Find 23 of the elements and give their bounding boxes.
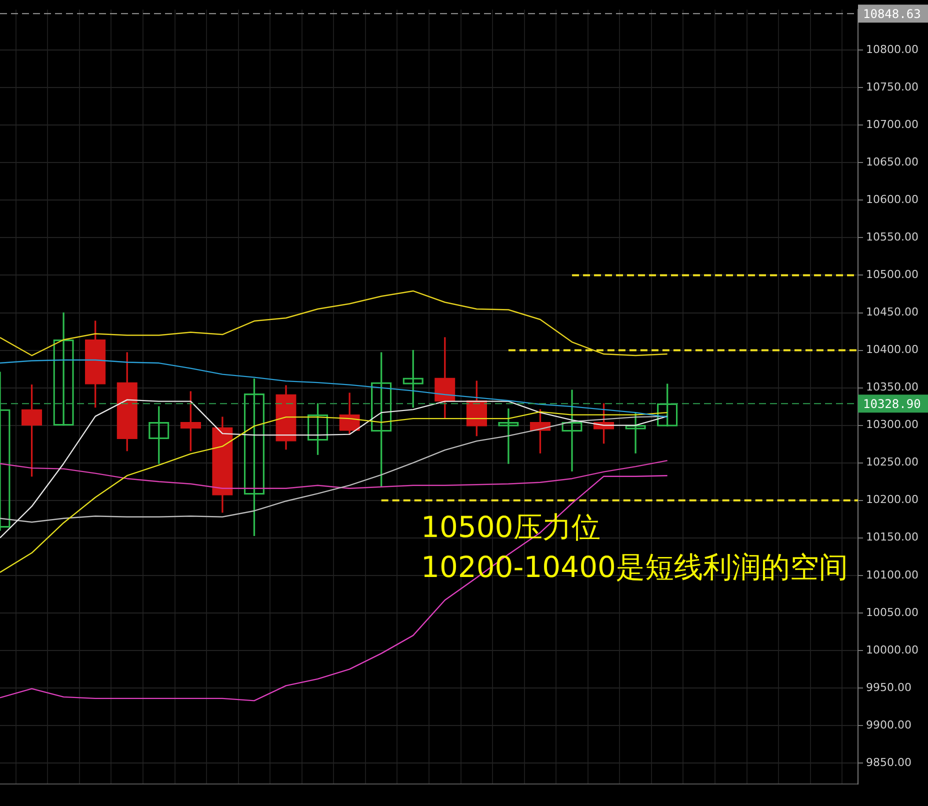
y-tick-label: 10200.00 (866, 493, 918, 506)
y-tick-label: 10050.00 (866, 606, 918, 619)
y-tick-label: 10600.00 (866, 193, 918, 206)
y-tick-label: 10350.00 (866, 380, 918, 394)
y-tick-label: 10550.00 (866, 230, 918, 244)
y-tick-label: 10450.00 (866, 306, 918, 319)
y-tick-label: 10150.00 (866, 530, 918, 544)
y-tick-label: 10800.00 (866, 42, 918, 56)
y-tick-label: 10300.00 (866, 418, 918, 432)
y-tick-label: 10100.00 (866, 568, 918, 582)
y-tick-label: 10650.00 (866, 156, 918, 169)
y-tick-label: 10500.00 (866, 268, 918, 282)
y-tick-label: 10250.00 (866, 456, 918, 469)
y-tick-label: 10400.00 (866, 343, 918, 356)
y-tick-label: 10700.00 (866, 118, 918, 132)
y-tick-label: 9850.00 (866, 756, 912, 769)
y-tick-label: 9950.00 (866, 680, 912, 694)
y-tick-label: 10750.00 (866, 80, 918, 94)
annotation: 10500压力位 (421, 510, 600, 544)
y-tick-label: 9900.00 (866, 718, 912, 732)
y-tick-label: 10000.00 (866, 643, 918, 656)
ref-line-label: 10848.63 (863, 6, 921, 21)
ref-line-label: 10328.90 (863, 396, 921, 411)
